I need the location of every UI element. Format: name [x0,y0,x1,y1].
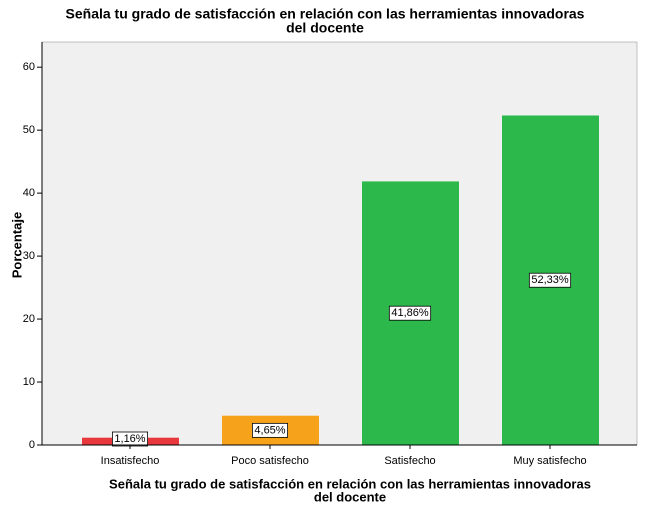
y-tick-label: 50 [23,124,35,136]
value-label: 1,16% [114,433,145,445]
x-tick-label: Muy satisfecho [513,455,586,467]
y-tick-label: 60 [23,61,35,73]
x-tick-label: Poco satisfecho [231,455,309,467]
y-tick-label: 40 [23,187,35,199]
y-tick-label: 0 [29,439,35,451]
value-label: 52,33% [531,274,569,286]
x-tick-label: Satisfecho [384,455,435,467]
value-label: 4,65% [254,424,285,436]
x-tick-label: Insatisfecho [101,455,160,467]
value-label-box [388,305,432,321]
x-axis-label: del docente [314,489,386,504]
chart-title: Señala tu grado de satisfacción en relac… [66,6,585,22]
value-label: 41,86% [391,307,429,319]
x-axis-label: Señala tu grado de satisfacción en relac… [109,476,591,491]
y-tick-label: 10 [23,376,35,388]
y-tick-label: 30 [23,250,35,262]
y-axis-label: Porcentaje [9,212,24,278]
value-label-box [528,272,572,288]
value-label-box [251,422,289,438]
y-tick-label: 20 [23,313,35,325]
chart-title: del docente [286,20,364,36]
